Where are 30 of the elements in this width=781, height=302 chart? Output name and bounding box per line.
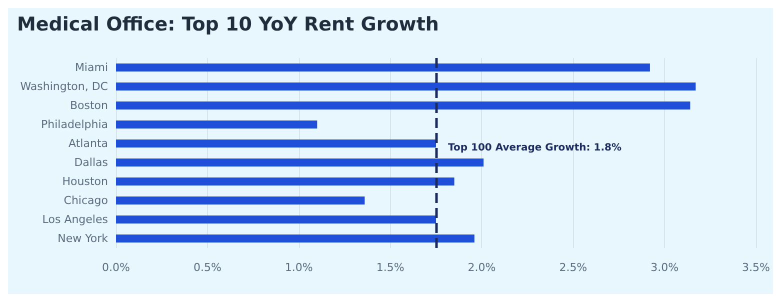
bar: [116, 64, 650, 72]
y-tick-label: Dallas: [74, 156, 108, 169]
y-tick-label: Los Angeles: [42, 213, 108, 226]
x-tick-label: 0.0%: [102, 261, 130, 274]
y-tick-label: Washington, DC: [20, 80, 108, 93]
bar: [116, 158, 484, 166]
y-tick-label: Philadelphia: [40, 118, 108, 131]
x-tick-label: 0.5%: [193, 261, 222, 274]
chart-title: Medical Office: Top 10 YoY Rent Growth: [17, 14, 439, 36]
x-tick-label: 1.5%: [376, 261, 404, 274]
y-tick-label: Atlanta: [68, 137, 108, 150]
bar: [116, 120, 318, 128]
x-tick-label: 1.0%: [284, 261, 313, 274]
x-tick-label: 2.0%: [468, 261, 496, 274]
y-tick-label: Houston: [62, 175, 108, 188]
y-tick-label: Miami: [74, 61, 108, 74]
bar: [116, 234, 474, 242]
x-tick-label: 2.5%: [559, 261, 588, 274]
bar: [116, 82, 696, 90]
y-tick-label: Boston: [70, 99, 108, 112]
bar: [116, 196, 365, 204]
bar: [116, 178, 454, 186]
ref-line-label: Top 100 Average Growth: 1.8%: [448, 142, 622, 154]
x-tick-label: 3.0%: [650, 261, 679, 274]
bar: [116, 140, 436, 148]
bar: [116, 216, 436, 224]
y-tick-label: Chicago: [64, 194, 108, 207]
bar: [116, 102, 690, 110]
y-tick-label: New York: [58, 232, 109, 245]
x-tick-label: 3.5%: [742, 261, 770, 274]
